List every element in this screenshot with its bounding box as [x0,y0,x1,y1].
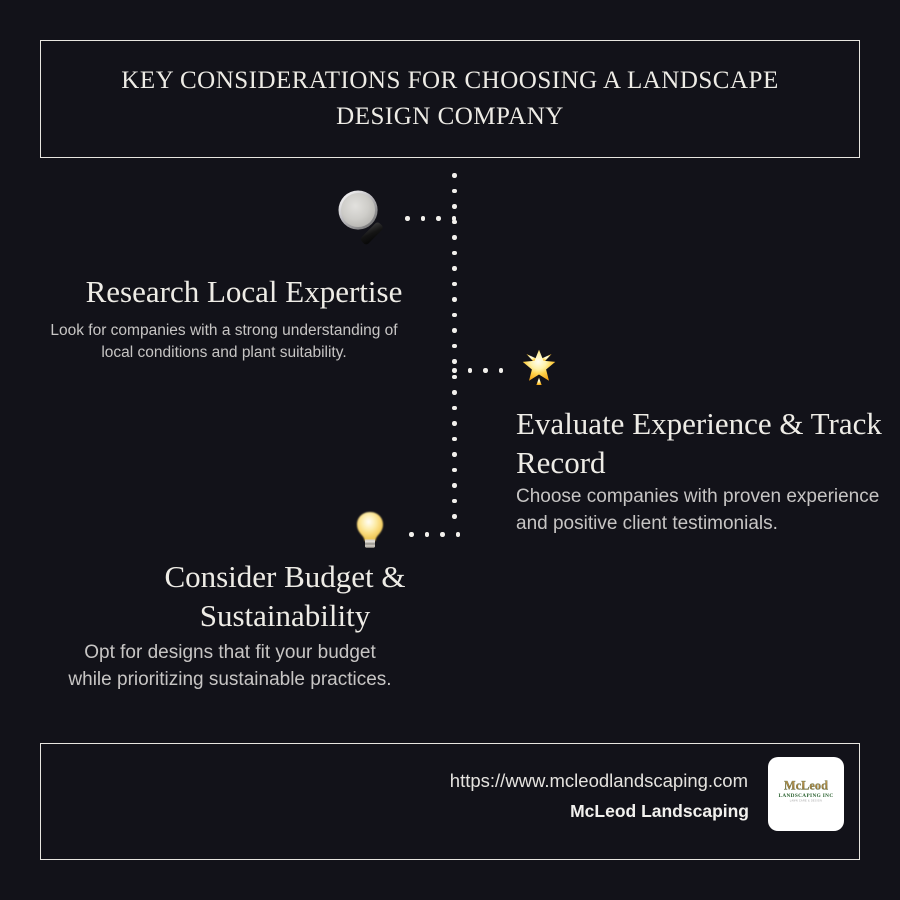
svg-text:McLeod: McLeod [784,778,828,792]
svg-text:LANDSCAPING INC: LANDSCAPING INC [778,793,833,799]
svg-text:LAWN CARE & DESIGN: LAWN CARE & DESIGN [790,800,822,803]
